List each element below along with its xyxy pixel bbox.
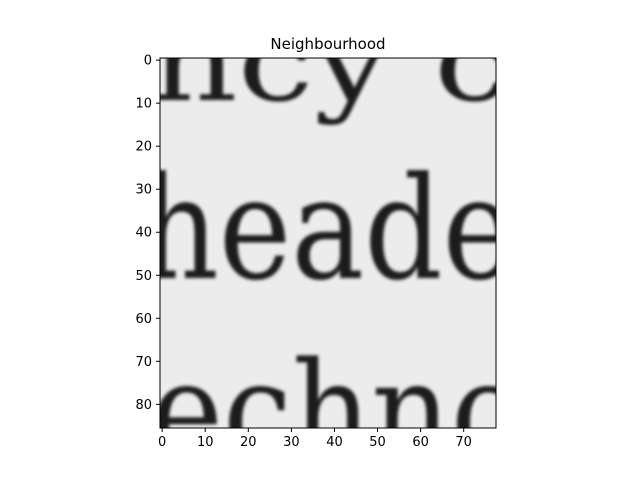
image-area: ncy c heade echnc bbox=[140, 0, 520, 480]
x-tick-label: 10 bbox=[197, 435, 214, 450]
x-tick-label: 0 bbox=[158, 435, 166, 450]
y-tick-label: 70 bbox=[135, 355, 152, 370]
text-row-top: ncy c bbox=[150, 0, 510, 127]
y-tick-label: 20 bbox=[135, 140, 152, 155]
y-tick-label: 60 bbox=[135, 312, 152, 327]
figure-title: Neighbourhood bbox=[270, 35, 385, 53]
y-tick-label: 10 bbox=[135, 97, 152, 112]
y-tick-label: 40 bbox=[135, 226, 152, 241]
x-axis: 0 10 20 30 40 50 60 70 bbox=[158, 428, 472, 450]
paper-texture bbox=[160, 58, 496, 428]
x-tick-label: 70 bbox=[455, 435, 472, 450]
y-tick-label: 80 bbox=[135, 398, 152, 413]
y-axis: 0 10 20 30 40 50 60 70 80 bbox=[135, 54, 160, 413]
x-tick-label: 50 bbox=[369, 435, 386, 450]
y-tick-label: 0 bbox=[144, 54, 152, 69]
x-tick-label: 40 bbox=[326, 435, 343, 450]
x-tick-label: 30 bbox=[283, 435, 300, 450]
x-tick-label: 20 bbox=[240, 435, 257, 450]
y-tick-label: 30 bbox=[135, 183, 152, 198]
y-tick-label: 50 bbox=[135, 269, 152, 284]
axes-frame bbox=[159, 57, 497, 429]
text-row-middle: heade bbox=[140, 147, 515, 312]
text-row-bottom: echnc bbox=[150, 333, 520, 480]
x-tick-label: 60 bbox=[412, 435, 429, 450]
